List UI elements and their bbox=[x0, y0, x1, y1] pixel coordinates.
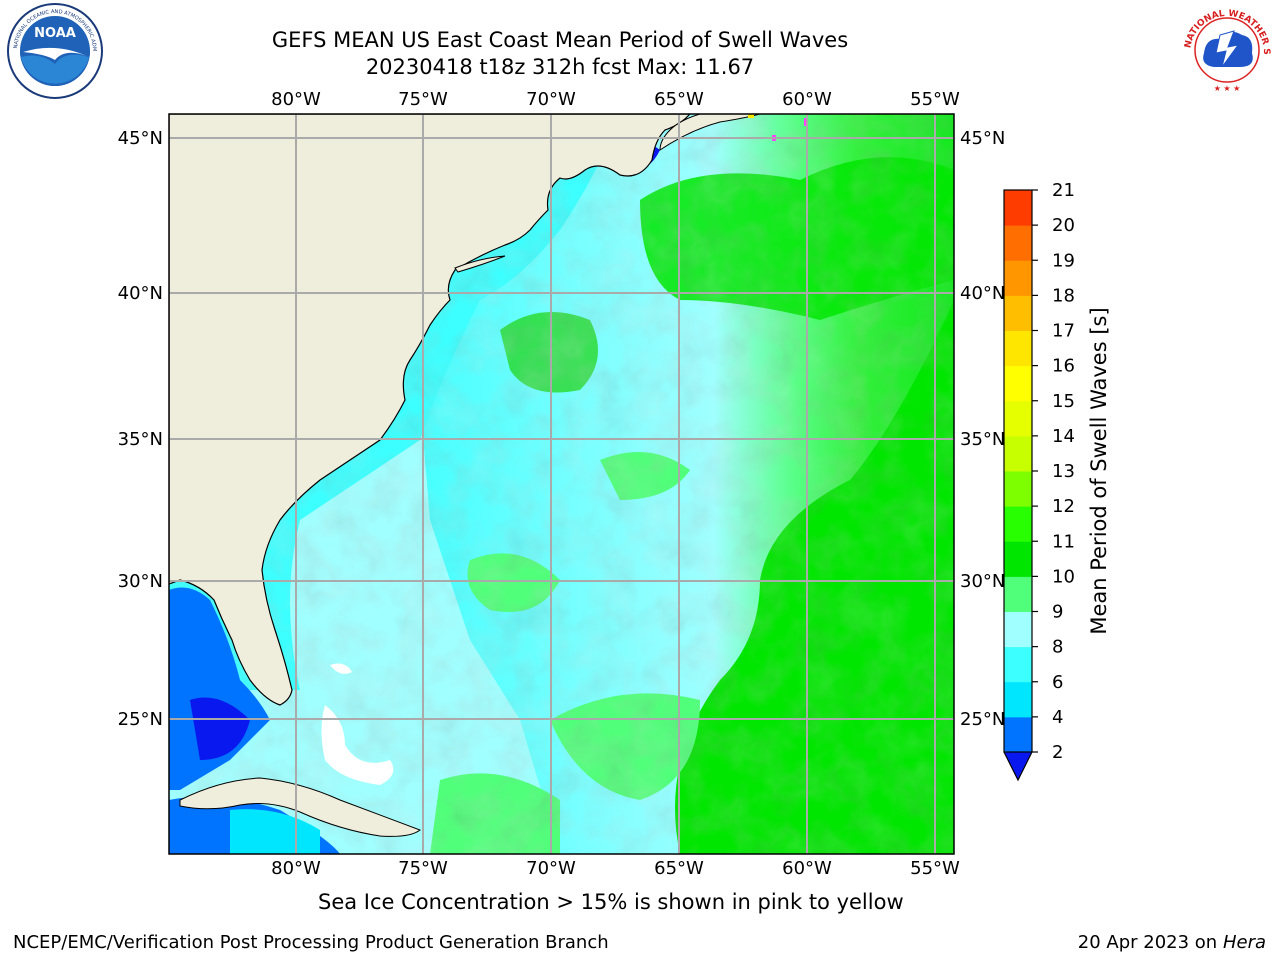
lat-label: 45°N bbox=[118, 128, 163, 149]
svg-text:★ ★ ★: ★ ★ ★ bbox=[1214, 84, 1241, 93]
colorbar-tick-label: 8 bbox=[1052, 637, 1063, 658]
colorbar-segment bbox=[1004, 541, 1032, 577]
colorbar-segment bbox=[1004, 295, 1032, 331]
land-long-island bbox=[454, 255, 506, 273]
sea-ice-caption: Sea Ice Concentration > 15% is shown in … bbox=[318, 890, 904, 914]
lon-label: 60°W bbox=[782, 89, 832, 110]
colorbar-tick-label: 6 bbox=[1052, 672, 1063, 693]
colorbar-segment bbox=[1004, 681, 1032, 718]
land-north-america bbox=[169, 114, 691, 706]
colorbar-segment bbox=[1004, 330, 1032, 367]
lat-label: 30°N bbox=[960, 571, 1005, 592]
land-cuba bbox=[179, 777, 422, 837]
chart-title: GEFS MEAN US East Coast Mean Period of S… bbox=[271, 28, 849, 52]
colorbar-segment bbox=[1004, 716, 1032, 753]
footer-host: Hera bbox=[1222, 932, 1266, 953]
lat-label: 40°N bbox=[118, 283, 163, 304]
footer-date-text: 20 Apr 2023 on bbox=[1077, 932, 1223, 953]
colorbar-tick-label: 14 bbox=[1052, 426, 1075, 447]
colorbar-segment bbox=[1004, 576, 1032, 612]
colorbar-tick-label: 11 bbox=[1052, 531, 1075, 552]
lon-label: 55°W bbox=[910, 89, 960, 110]
colorbar-label: Mean Period of Swell Waves [s] bbox=[1087, 307, 1111, 634]
gulf-low-period bbox=[169, 587, 270, 790]
bahamas-banks bbox=[321, 705, 394, 785]
chart-subtitle: 20230418 t18z 312h fcst Max: 11.67 bbox=[365, 55, 755, 79]
colorbar-segment bbox=[1004, 260, 1032, 296]
land-nova-scotia bbox=[659, 114, 761, 151]
lon-label: 65°W bbox=[654, 858, 704, 879]
colorbar-segment bbox=[1004, 365, 1032, 402]
colorbar-segment bbox=[1004, 506, 1032, 542]
colorbar-segment bbox=[1004, 611, 1032, 648]
colorbar-tick-label: 9 bbox=[1052, 602, 1063, 623]
colorbar-tick-label: 12 bbox=[1052, 496, 1075, 517]
lon-label: 55°W bbox=[910, 858, 960, 879]
colorbar-segment bbox=[1004, 646, 1032, 683]
lat-labels-right: 45°N 40°N 35°N 30°N 25°N bbox=[960, 128, 1005, 730]
colorbar: 2 4 6 8 9 10 11 12 13 14 15 16 17 18 19 20 21 Mean Perio… bbox=[1003, 180, 1111, 782]
lon-label: 60°W bbox=[782, 858, 832, 879]
colorbar-tick-label: 19 bbox=[1052, 250, 1075, 271]
lat-label: 30°N bbox=[118, 571, 163, 592]
map-frame bbox=[168, 113, 955, 855]
lat-labels-left: 45°N 40°N 35°N 30°N 25°N bbox=[118, 128, 163, 730]
lon-label: 75°W bbox=[398, 89, 448, 110]
lon-label: 65°W bbox=[654, 89, 704, 110]
map-field bbox=[169, 114, 954, 854]
lat-label: 25°N bbox=[118, 709, 163, 730]
lat-label: 25°N bbox=[960, 709, 1005, 730]
colorbar-tick-label: 16 bbox=[1052, 356, 1075, 377]
colorbar-tick-label: 17 bbox=[1052, 321, 1075, 342]
lat-label: 35°N bbox=[960, 429, 1005, 450]
noaa-logo: NOAA NATIONAL OCEANIC AND ATMOSPHERIC AD… bbox=[5, 2, 103, 99]
colorbar-tick-label: 20 bbox=[1052, 215, 1075, 236]
sea-ice-marker bbox=[748, 114, 754, 118]
graticule bbox=[169, 114, 954, 854]
footer-date: 20 Apr 2023 on Hera bbox=[1078, 932, 1266, 953]
lon-labels-top: 80°W 75°W 70°W 65°W 60°W 55°W bbox=[271, 89, 960, 110]
nws-logo: NATIONAL WEATHER SERVICE ★ ★ ★ bbox=[1176, 1, 1274, 97]
colorbar-tick-label: 21 bbox=[1052, 180, 1075, 201]
colorbar-tick-label: 4 bbox=[1052, 707, 1063, 728]
colorbar-tick-label: 15 bbox=[1052, 391, 1075, 412]
lon-label: 80°W bbox=[271, 89, 321, 110]
colorbar-tick-label: 10 bbox=[1052, 566, 1075, 587]
gulf-lowest-period bbox=[190, 697, 250, 760]
colorbar-tick-label: 18 bbox=[1052, 285, 1075, 306]
colorbar-tick-label: 2 bbox=[1052, 742, 1063, 763]
colorbar-segment bbox=[1004, 471, 1032, 507]
lon-label: 80°W bbox=[271, 858, 321, 879]
lat-label: 45°N bbox=[960, 128, 1005, 149]
caribbean-patch bbox=[230, 809, 320, 854]
colorbar-segment bbox=[1004, 225, 1032, 261]
colorbar-tick-label: 13 bbox=[1052, 461, 1075, 482]
lat-label: 35°N bbox=[118, 429, 163, 450]
lon-label: 70°W bbox=[526, 89, 576, 110]
colorbar-extend-triangle bbox=[1004, 752, 1032, 780]
lon-label: 75°W bbox=[398, 858, 448, 879]
colorbar-segment bbox=[1004, 435, 1032, 472]
footer-credit: NCEP/EMC/Verification Post Processing Pr… bbox=[13, 932, 609, 953]
noaa-logo-text: NOAA bbox=[34, 26, 76, 41]
lat-label: 40°N bbox=[960, 283, 1005, 304]
lon-label: 70°W bbox=[526, 858, 576, 879]
lon-labels-bottom: 80°W 75°W 70°W 65°W 60°W 55°W bbox=[271, 858, 960, 879]
colorbar-segment bbox=[1004, 400, 1032, 437]
bahamas-banks-north bbox=[330, 663, 352, 674]
colorbar-segment bbox=[1004, 190, 1032, 226]
